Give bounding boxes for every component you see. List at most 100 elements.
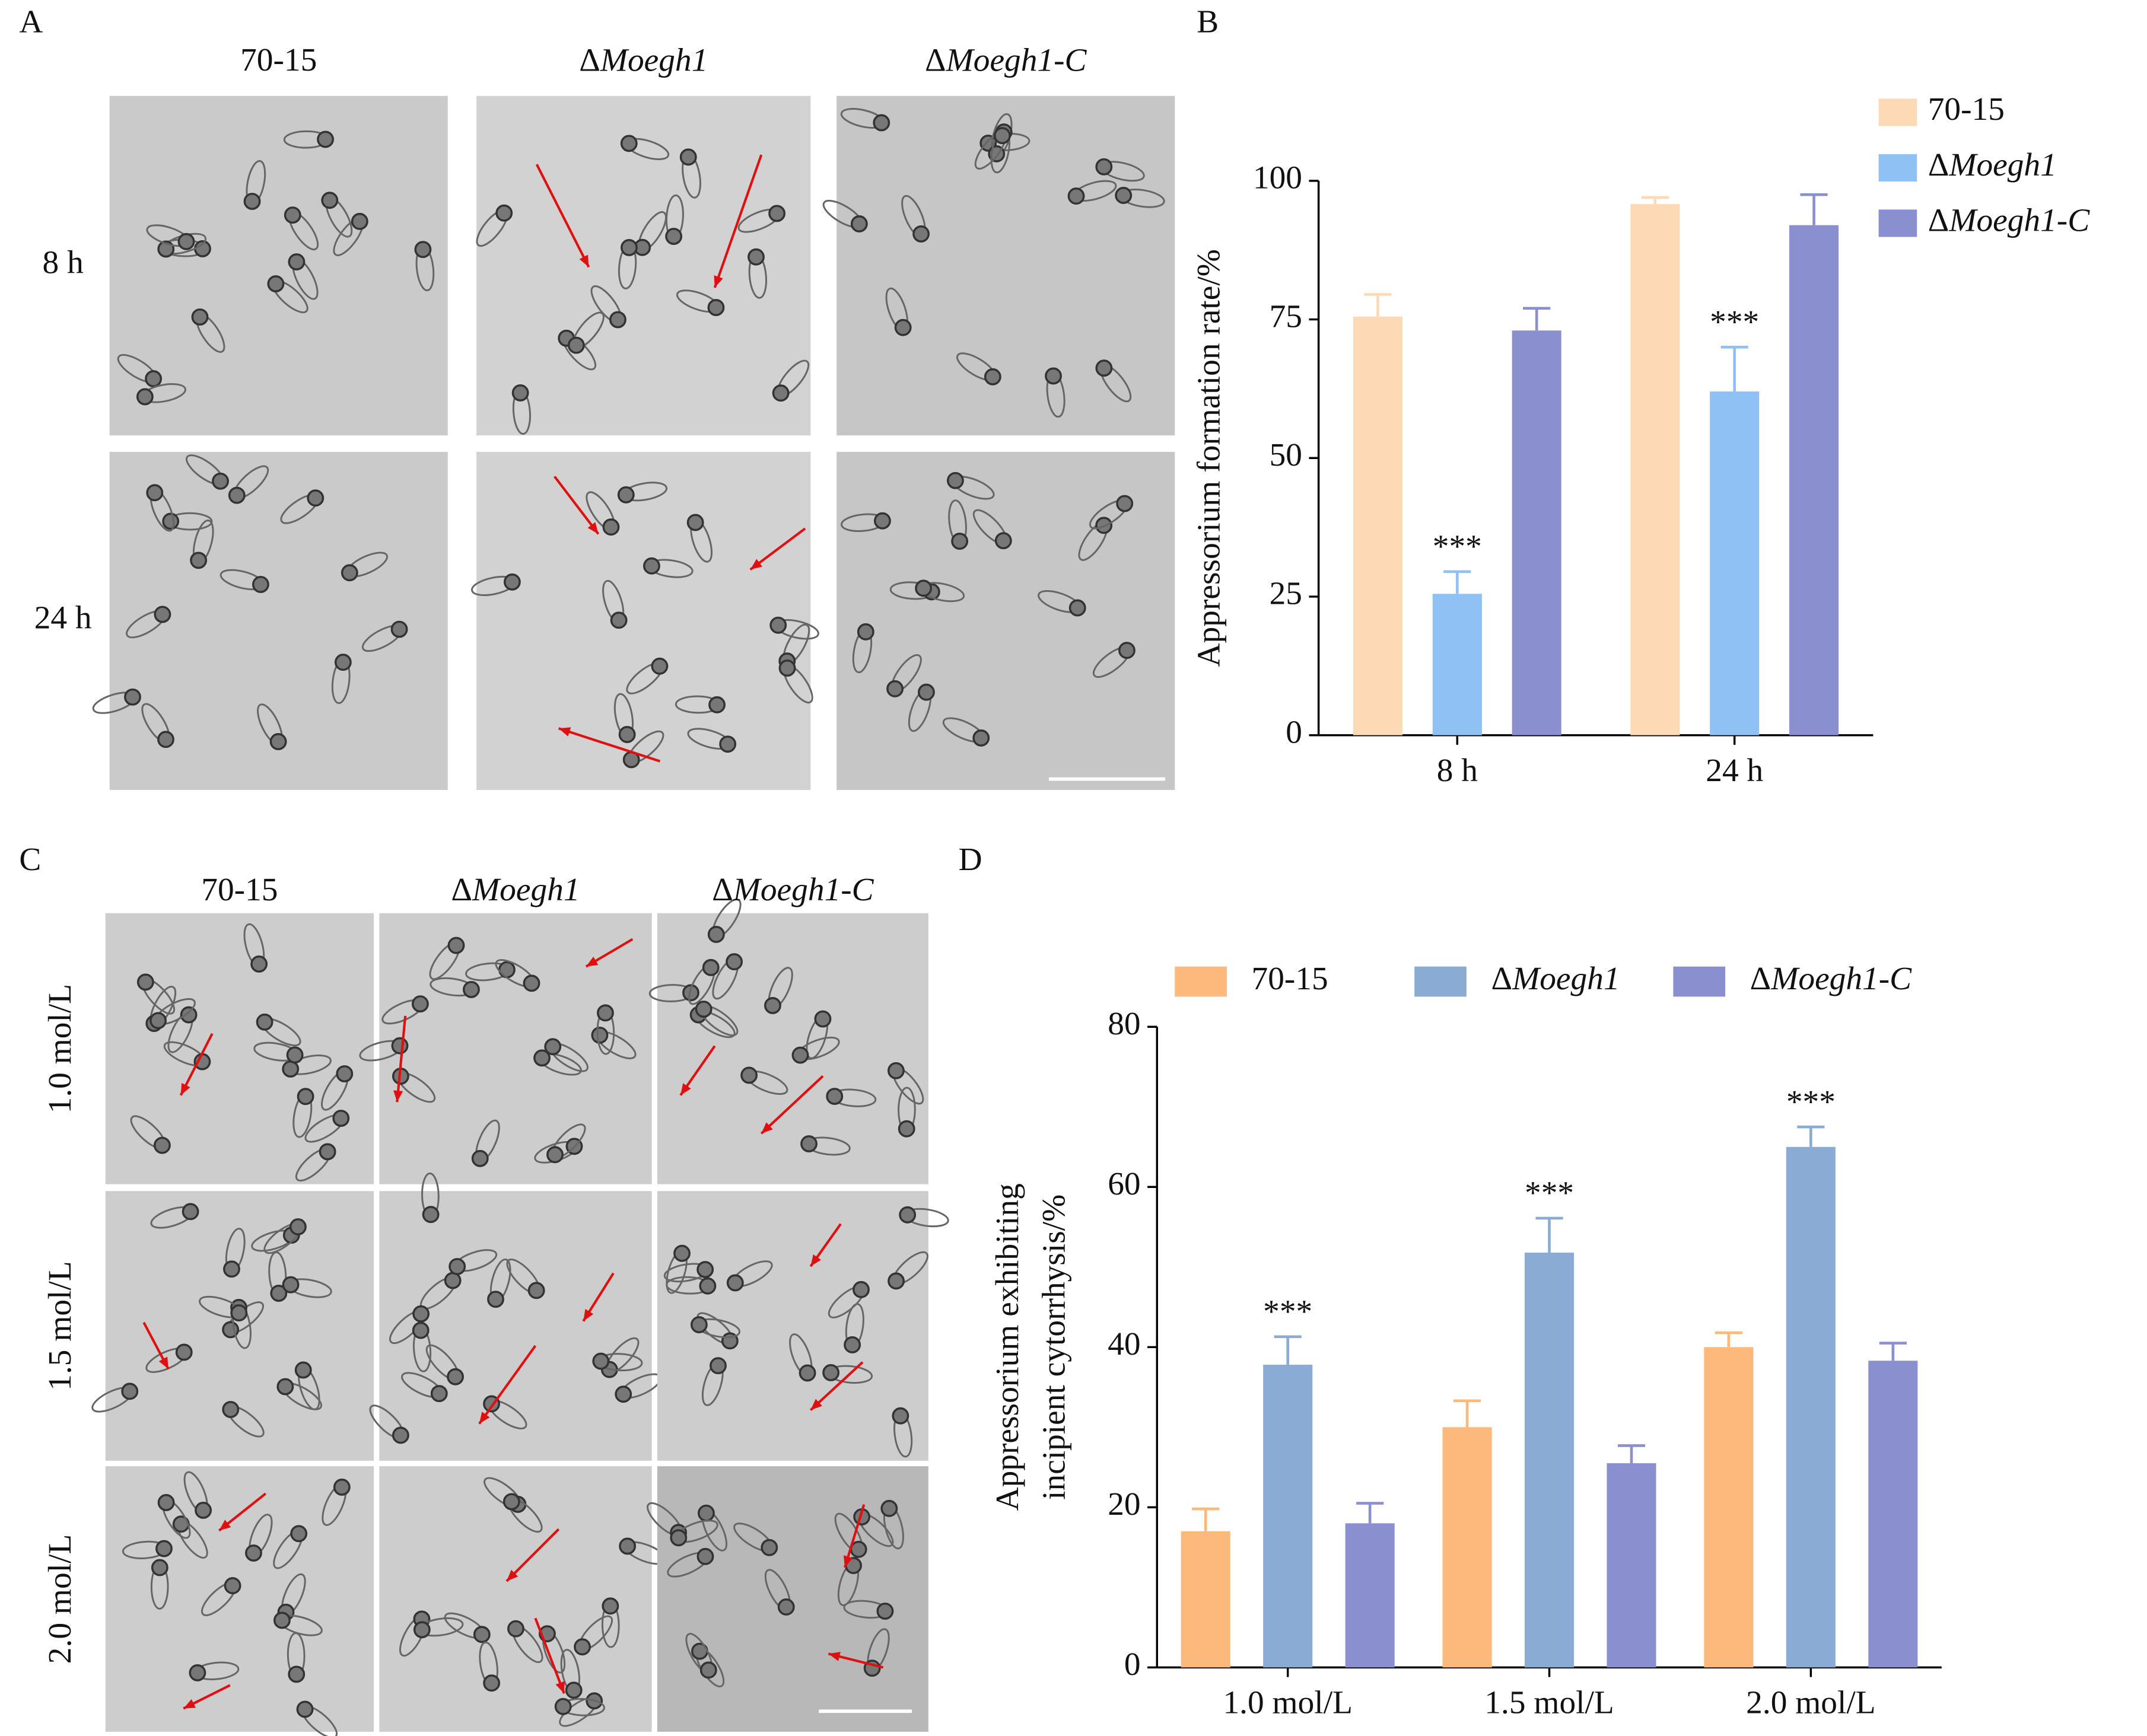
appressorium xyxy=(245,1544,262,1562)
panel-label: A xyxy=(19,3,43,39)
appressorium xyxy=(319,1143,336,1161)
bar xyxy=(1353,316,1403,735)
appressorium xyxy=(892,1407,909,1425)
y-tick-label: 20 xyxy=(1108,1486,1140,1522)
error-bar xyxy=(1274,1335,1302,1365)
appressorium xyxy=(844,1336,861,1353)
appressorium xyxy=(523,974,540,992)
legend-label: ΔMoegh1-C xyxy=(1928,202,2091,238)
bar xyxy=(1789,225,1839,735)
appressorium xyxy=(473,1626,491,1643)
appressorium xyxy=(696,1547,714,1565)
appressorium xyxy=(151,1559,168,1576)
arrow-head xyxy=(583,1308,594,1321)
error-bar xyxy=(1364,293,1392,317)
appressorium xyxy=(894,318,912,336)
appressorium xyxy=(502,1493,520,1511)
appressorium xyxy=(764,996,781,1014)
appressorium xyxy=(951,533,969,550)
arrow-head xyxy=(180,1082,190,1095)
arrow-head xyxy=(810,1254,822,1267)
appressorium xyxy=(390,620,408,638)
bar xyxy=(1524,1252,1575,1668)
y-axis-label: Appressorium formation rate/% xyxy=(1190,249,1226,667)
text-part: Δ xyxy=(1928,202,1949,238)
error-bar xyxy=(1356,1502,1384,1524)
row-label: 24 h xyxy=(34,600,92,636)
appressorium xyxy=(286,1046,304,1064)
appressorium xyxy=(799,1364,816,1382)
appressorium xyxy=(413,1621,431,1639)
error-bar xyxy=(1443,570,1471,594)
appressorium xyxy=(768,205,786,222)
error-bar xyxy=(1715,1331,1742,1348)
appressorium xyxy=(1067,187,1085,205)
bar xyxy=(1710,391,1760,735)
appressorium xyxy=(912,225,930,243)
micrograph xyxy=(105,1466,374,1732)
arrow xyxy=(558,727,661,763)
row-label: 1.0 mol/L xyxy=(42,984,78,1113)
appressorium xyxy=(690,1316,708,1333)
appressorium xyxy=(918,683,935,701)
appressorium xyxy=(145,370,163,388)
legend-swatch xyxy=(1878,154,1917,182)
text-part: Moegh1 xyxy=(600,42,708,78)
column-header: 70-15 xyxy=(201,871,278,907)
micrograph xyxy=(836,95,1175,436)
significance: *** xyxy=(1433,528,1482,565)
appressorium xyxy=(1116,495,1134,512)
arrow xyxy=(179,1033,214,1096)
text-part: Moegh1-C xyxy=(733,871,874,907)
arrow-head xyxy=(828,1652,841,1661)
appressorium xyxy=(791,1046,809,1064)
arrow xyxy=(396,1015,407,1103)
appressorium xyxy=(1045,367,1062,385)
text-part: Δ xyxy=(1491,960,1512,996)
appressorium xyxy=(597,1004,614,1022)
appressorium xyxy=(1095,359,1113,377)
appressorium xyxy=(195,1501,212,1519)
appressorium xyxy=(697,1504,715,1522)
appressorium xyxy=(617,486,635,504)
error-bar xyxy=(1879,1342,1907,1361)
appressorium xyxy=(430,1385,448,1403)
appressorium xyxy=(243,193,261,210)
bar xyxy=(1512,330,1561,735)
y-tick-label: 100 xyxy=(1253,160,1302,196)
appressorium xyxy=(699,1277,717,1295)
appressorium xyxy=(567,336,585,354)
bar xyxy=(1704,1347,1754,1668)
error-bar xyxy=(1535,1216,1563,1253)
appressorium xyxy=(620,135,638,152)
error-bar xyxy=(1641,196,1669,205)
x-tick-label: 1.0 mol/L xyxy=(1223,1684,1352,1721)
appressorium xyxy=(665,228,683,245)
text-part: Moegh1 xyxy=(472,871,580,907)
appressorium xyxy=(740,1066,758,1084)
appressorium xyxy=(189,1664,206,1681)
appressorium xyxy=(351,212,368,230)
appressorium xyxy=(1095,158,1113,176)
appressorium xyxy=(643,557,660,575)
appressorium xyxy=(414,241,432,259)
appressorium xyxy=(487,1291,504,1308)
micrograph xyxy=(105,913,374,1184)
row-label: 2.0 mol/L xyxy=(42,1534,78,1664)
micrograph xyxy=(109,95,448,436)
appressorium xyxy=(887,1062,905,1079)
appressorium xyxy=(898,1120,915,1138)
appressorium xyxy=(554,1697,572,1715)
appressorium xyxy=(267,275,285,292)
appressorium xyxy=(223,1260,240,1278)
appressorium xyxy=(670,1529,688,1547)
appressorium xyxy=(778,660,796,677)
appressorium xyxy=(679,148,697,166)
appressorium xyxy=(391,1037,409,1055)
appressorium xyxy=(273,1611,291,1629)
appressorium xyxy=(422,1206,440,1224)
appressorium xyxy=(483,1674,501,1692)
appressorium xyxy=(651,657,669,675)
